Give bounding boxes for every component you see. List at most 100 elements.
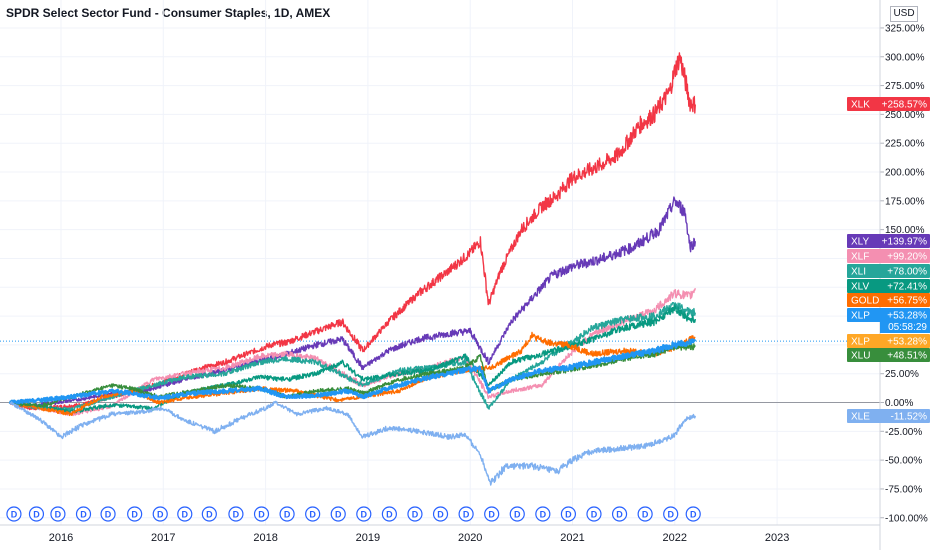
dividend-marker	[152, 506, 168, 522]
crosshair-time-bg	[880, 320, 930, 333]
y-tick-label: 250.00%	[885, 110, 925, 121]
dividend-marker-text: D	[361, 510, 368, 520]
price-label-symbol: XLE	[851, 412, 870, 423]
dividend-marker	[407, 506, 423, 522]
y-tick-label: -50.00%	[885, 456, 922, 467]
price-label-bg	[847, 249, 930, 263]
price-label-bg	[847, 409, 930, 423]
price-label-value: +56.75%	[887, 296, 927, 307]
price-label-gold: GOLD +56.75%	[847, 293, 930, 307]
dividend-marker-text: D	[258, 510, 265, 520]
x-tick-label: 2023	[765, 532, 789, 544]
x-tick-label: 2021	[560, 532, 584, 544]
price-label-bg	[847, 348, 930, 362]
x-tick-label: 2016	[49, 532, 73, 544]
price-label-xly: XLY +139.97%	[847, 234, 930, 248]
dividend-marker-text: D	[412, 510, 419, 520]
price-label-symbol: XLP	[851, 337, 870, 348]
dividend-marker-text: D	[335, 510, 342, 520]
dividend-marker-text: D	[616, 510, 623, 520]
crosshair-time-label: 05:58:29	[880, 320, 930, 333]
price-label-symbol: XLP	[851, 311, 870, 322]
price-label-value: +72.41%	[887, 282, 927, 293]
price-label-value: +78.00%	[887, 267, 927, 278]
dividend-marker	[381, 506, 397, 522]
price-label-xle: XLE -11.52%	[847, 409, 930, 423]
price-label-bg	[847, 97, 930, 111]
y-tick-label: -75.00%	[885, 484, 922, 495]
price-label-value: +53.28%	[887, 311, 927, 322]
chart-title: SPDR Select Sector Fund - Consumer Stapl…	[6, 6, 331, 20]
y-tick-label: -100.00%	[885, 513, 928, 524]
dividend-marker-text: D	[437, 510, 444, 520]
price-label-value: +48.51%	[887, 351, 927, 362]
price-label-symbol: XLU	[851, 351, 870, 362]
y-tick-label: 275.00%	[885, 81, 925, 92]
dividend-marker-text: D	[80, 510, 87, 520]
dividend-marker	[535, 506, 551, 522]
series-line-xle	[9, 400, 696, 486]
dividend-marker	[637, 506, 653, 522]
dividend-marker-text: D	[514, 510, 521, 520]
price-label-symbol: XLV	[851, 282, 869, 293]
price-label-symbol: XLI	[851, 267, 866, 278]
dividend-marker	[509, 506, 525, 522]
price-label-xlp: XLP +53.28%	[847, 334, 930, 348]
dividend-marker	[177, 506, 193, 522]
price-label-xlv: XLV +72.41%	[847, 279, 930, 293]
dividend-marker-text: D	[690, 510, 697, 520]
price-label-symbol: GOLD	[851, 296, 879, 307]
price-label-bg	[847, 334, 930, 348]
dividend-marker-text: D	[642, 510, 649, 520]
dividend-marker	[560, 506, 577, 522]
x-tick-label: 2022	[663, 532, 687, 544]
dividend-marker	[685, 506, 701, 522]
dividend-marker-text: D	[206, 510, 213, 520]
series-lines	[8, 52, 697, 486]
price-label-value: +258.57%	[882, 100, 927, 111]
dividend-marker-text: D	[55, 510, 62, 520]
price-label-value: +139.97%	[882, 237, 927, 248]
y-tick-label: 25.00%	[885, 369, 919, 380]
dividend-marker	[75, 506, 92, 522]
dividend-marker-text: D	[565, 510, 572, 520]
dividend-marker	[663, 506, 679, 522]
currency-badge[interactable]: USD	[890, 6, 918, 22]
series-line-xlv	[9, 304, 696, 414]
grid	[0, 0, 880, 525]
dividend-marker-text: D	[182, 510, 189, 520]
dividend-marker-text: D	[591, 510, 598, 520]
price-label-value: +99.20%	[887, 252, 927, 263]
dividend-marker-text: D	[284, 510, 291, 520]
dividend-marker-text: D	[463, 510, 470, 520]
dividend-marker	[201, 506, 217, 522]
dividend-marker	[330, 506, 346, 522]
dividend-marker-text: D	[157, 510, 164, 520]
y-tick-label: 225.00%	[885, 139, 925, 150]
crosshair-time-text: 05:58:29	[888, 322, 927, 333]
dividend-marker	[100, 506, 116, 522]
dividend-marker	[305, 506, 321, 522]
price-labels: XLK +258.57% XLY +139.97% XLF +99.20% XLI +78.0…	[847, 97, 930, 423]
price-label-symbol: XLY	[851, 237, 869, 248]
dividend-marker	[279, 506, 295, 522]
dividend-marker	[586, 506, 602, 522]
price-label-xlf: XLF +99.20%	[847, 249, 930, 263]
y-tick-label: 0.00%	[885, 398, 913, 409]
price-label-xlk: XLK +258.57%	[847, 97, 930, 111]
price-label-xli: XLI +78.00%	[847, 264, 930, 278]
x-tick-label: 2018	[253, 532, 277, 544]
dividend-marker	[356, 506, 372, 522]
y-tick-label: 175.00%	[885, 196, 925, 207]
dividend-marker-text: D	[33, 510, 40, 520]
series-line-xly	[9, 196, 696, 408]
price-label-value: +53.28%	[887, 337, 927, 348]
dividend-marker	[253, 506, 270, 522]
dividend-marker	[228, 506, 244, 522]
x-tick-label: 2017	[151, 532, 175, 544]
dividend-marker-text: D	[105, 510, 112, 520]
dividend-marker	[611, 506, 628, 522]
